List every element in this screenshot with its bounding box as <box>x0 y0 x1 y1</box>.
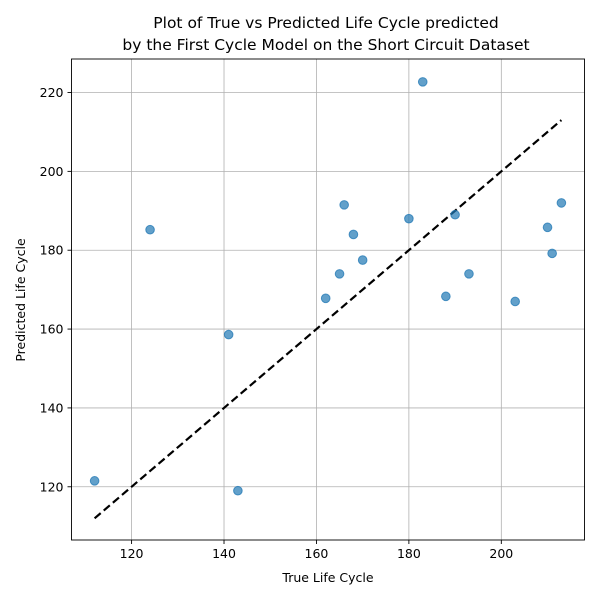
x-tick-label: 180 <box>397 546 421 561</box>
y-tick-label: 220 <box>40 85 64 100</box>
x-tick-label: 140 <box>212 546 236 561</box>
data-point <box>320 293 331 304</box>
reference-line <box>93 119 563 520</box>
data-point <box>89 476 100 486</box>
data-point <box>441 291 451 302</box>
x-axis-label: True Life Cycle <box>281 570 373 585</box>
axis-ticks: 120 140 160 180 200 120 140 160 180 200 220 <box>40 85 514 561</box>
data-point <box>464 269 474 279</box>
plot-frame <box>71 58 585 541</box>
x-tick-label: 160 <box>305 546 329 561</box>
y-tick-label: 200 <box>40 164 64 179</box>
y-tick-label: 160 <box>40 322 64 337</box>
data-point <box>556 198 567 208</box>
data-point <box>334 269 345 279</box>
x-tick-label: 120 <box>120 546 144 561</box>
data-point <box>223 329 234 340</box>
data-point <box>339 200 349 210</box>
y-tick-label: 180 <box>40 243 64 258</box>
x-tick-label: 200 <box>489 546 513 561</box>
data-point <box>510 296 520 307</box>
data-point <box>547 248 557 259</box>
data-points <box>89 77 567 496</box>
y-axis-label: Predicted Life Cycle <box>13 238 28 362</box>
reference-line-layer <box>93 119 563 520</box>
data-point <box>404 213 414 224</box>
data-point <box>357 255 368 265</box>
data-point <box>450 209 460 220</box>
data-point <box>145 224 155 235</box>
y-tick-label: 140 <box>40 400 64 415</box>
data-point <box>417 77 428 87</box>
data-point <box>233 485 243 496</box>
grid <box>71 59 585 540</box>
chart-title-line-1: Plot of True vs Predicted Life Cycle pre… <box>153 14 498 32</box>
data-point <box>542 222 553 233</box>
y-tick-label: 120 <box>40 479 64 494</box>
data-point <box>348 229 359 240</box>
chart-title-line-2: by the First Cycle Model on the Short Ci… <box>122 36 529 54</box>
